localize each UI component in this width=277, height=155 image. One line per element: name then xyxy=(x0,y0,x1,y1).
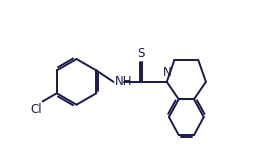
Text: S: S xyxy=(137,47,144,60)
Text: NH: NH xyxy=(115,75,132,88)
Text: Cl: Cl xyxy=(30,103,42,116)
Text: N: N xyxy=(162,66,171,79)
